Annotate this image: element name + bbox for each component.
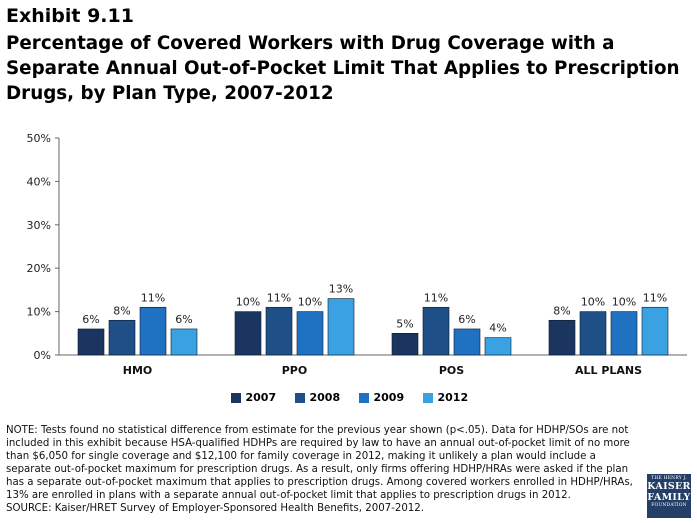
chart-title: Percentage of Covered Workers with Drug … — [6, 33, 680, 104]
x-category-label: ALL PLANS — [575, 364, 642, 377]
data-label: 11% — [424, 291, 448, 304]
data-label: 11% — [267, 291, 291, 304]
y-tick-label: 0% — [34, 349, 51, 362]
bar-hmo-2012 — [170, 328, 198, 356]
legend-item-2012: 2012 — [422, 391, 469, 404]
kff-logo: THE HENRY J. KAISER FAMILY FOUNDATION — [647, 474, 691, 518]
legend-label: 2007 — [245, 391, 277, 404]
data-label: 10% — [612, 296, 636, 309]
bar-chart: 0% 10% 20% 30% 40% 50% 6% 8% 11% 6% HMO 10% 11% 10% 13… — [27, 132, 687, 377]
y-tick-label: 30% — [27, 219, 51, 232]
bar-ppo-2012 — [327, 298, 355, 356]
bar-ppo-2008 — [265, 306, 293, 356]
y-tick-label: 50% — [27, 132, 51, 145]
data-label: 8% — [113, 304, 130, 317]
legend-item-2008: 2008 — [294, 391, 341, 404]
bar-all-plans-2012 — [641, 306, 669, 356]
y-tick-label: 40% — [27, 175, 51, 188]
data-label: 6% — [82, 313, 99, 326]
data-label: 11% — [141, 291, 165, 304]
footnote: NOTE: Tests found no statistical differe… — [6, 425, 633, 502]
legend-label: 2009 — [373, 391, 405, 404]
x-category-label: PPO — [282, 364, 307, 377]
x-category-label: POS — [439, 364, 464, 377]
data-label: 13% — [329, 283, 353, 296]
legend: 2007 2008 2009 2012 — [0, 391, 697, 407]
data-label: 5% — [396, 317, 413, 330]
data-label: 4% — [489, 322, 506, 335]
legend-item-2007: 2007 — [230, 391, 277, 404]
bar-ppo-2007 — [234, 311, 262, 356]
bar-pos-2012 — [484, 337, 512, 356]
bar-hmo-2009 — [139, 306, 167, 356]
legend-swatch — [358, 392, 369, 403]
y-tick-label: 20% — [27, 262, 51, 275]
source-note: SOURCE: Kaiser/HRET Survey of Employer-S… — [6, 503, 425, 514]
data-label: 6% — [458, 313, 475, 326]
y-tick-label: 10% — [27, 306, 51, 319]
logo-line-3: FAMILY — [647, 491, 691, 503]
bar-all-plans-2007 — [548, 319, 576, 356]
legend-swatch — [294, 392, 305, 403]
legend-label: 2012 — [437, 391, 469, 404]
legend-swatch — [230, 392, 241, 403]
logo-line-4: FOUNDATION — [651, 503, 687, 508]
bar-hmo-2008 — [108, 319, 136, 356]
bar-hmo-2007 — [77, 328, 105, 356]
data-label: 10% — [298, 296, 322, 309]
x-category-label: HMO — [123, 364, 153, 377]
data-label: 6% — [175, 313, 192, 326]
exhibit-number: Exhibit 9.11 — [6, 5, 134, 27]
legend-label: 2008 — [309, 391, 341, 404]
bar-all-plans-2008 — [579, 311, 607, 356]
logo-line-2: KAISER — [647, 481, 691, 492]
data-label: 10% — [581, 296, 605, 309]
logo-line-1: THE HENRY J. — [651, 476, 687, 481]
bar-pos-2008 — [422, 306, 450, 356]
bar-pos-2009 — [453, 328, 481, 356]
data-label: 11% — [643, 291, 667, 304]
data-label: 10% — [236, 296, 260, 309]
bar-ppo-2009 — [296, 311, 324, 356]
data-label: 8% — [553, 304, 570, 317]
bar-pos-2007 — [391, 332, 419, 356]
legend-item-2009: 2009 — [358, 391, 405, 404]
bar-all-plans-2009 — [610, 311, 638, 356]
legend-swatch — [422, 392, 433, 403]
